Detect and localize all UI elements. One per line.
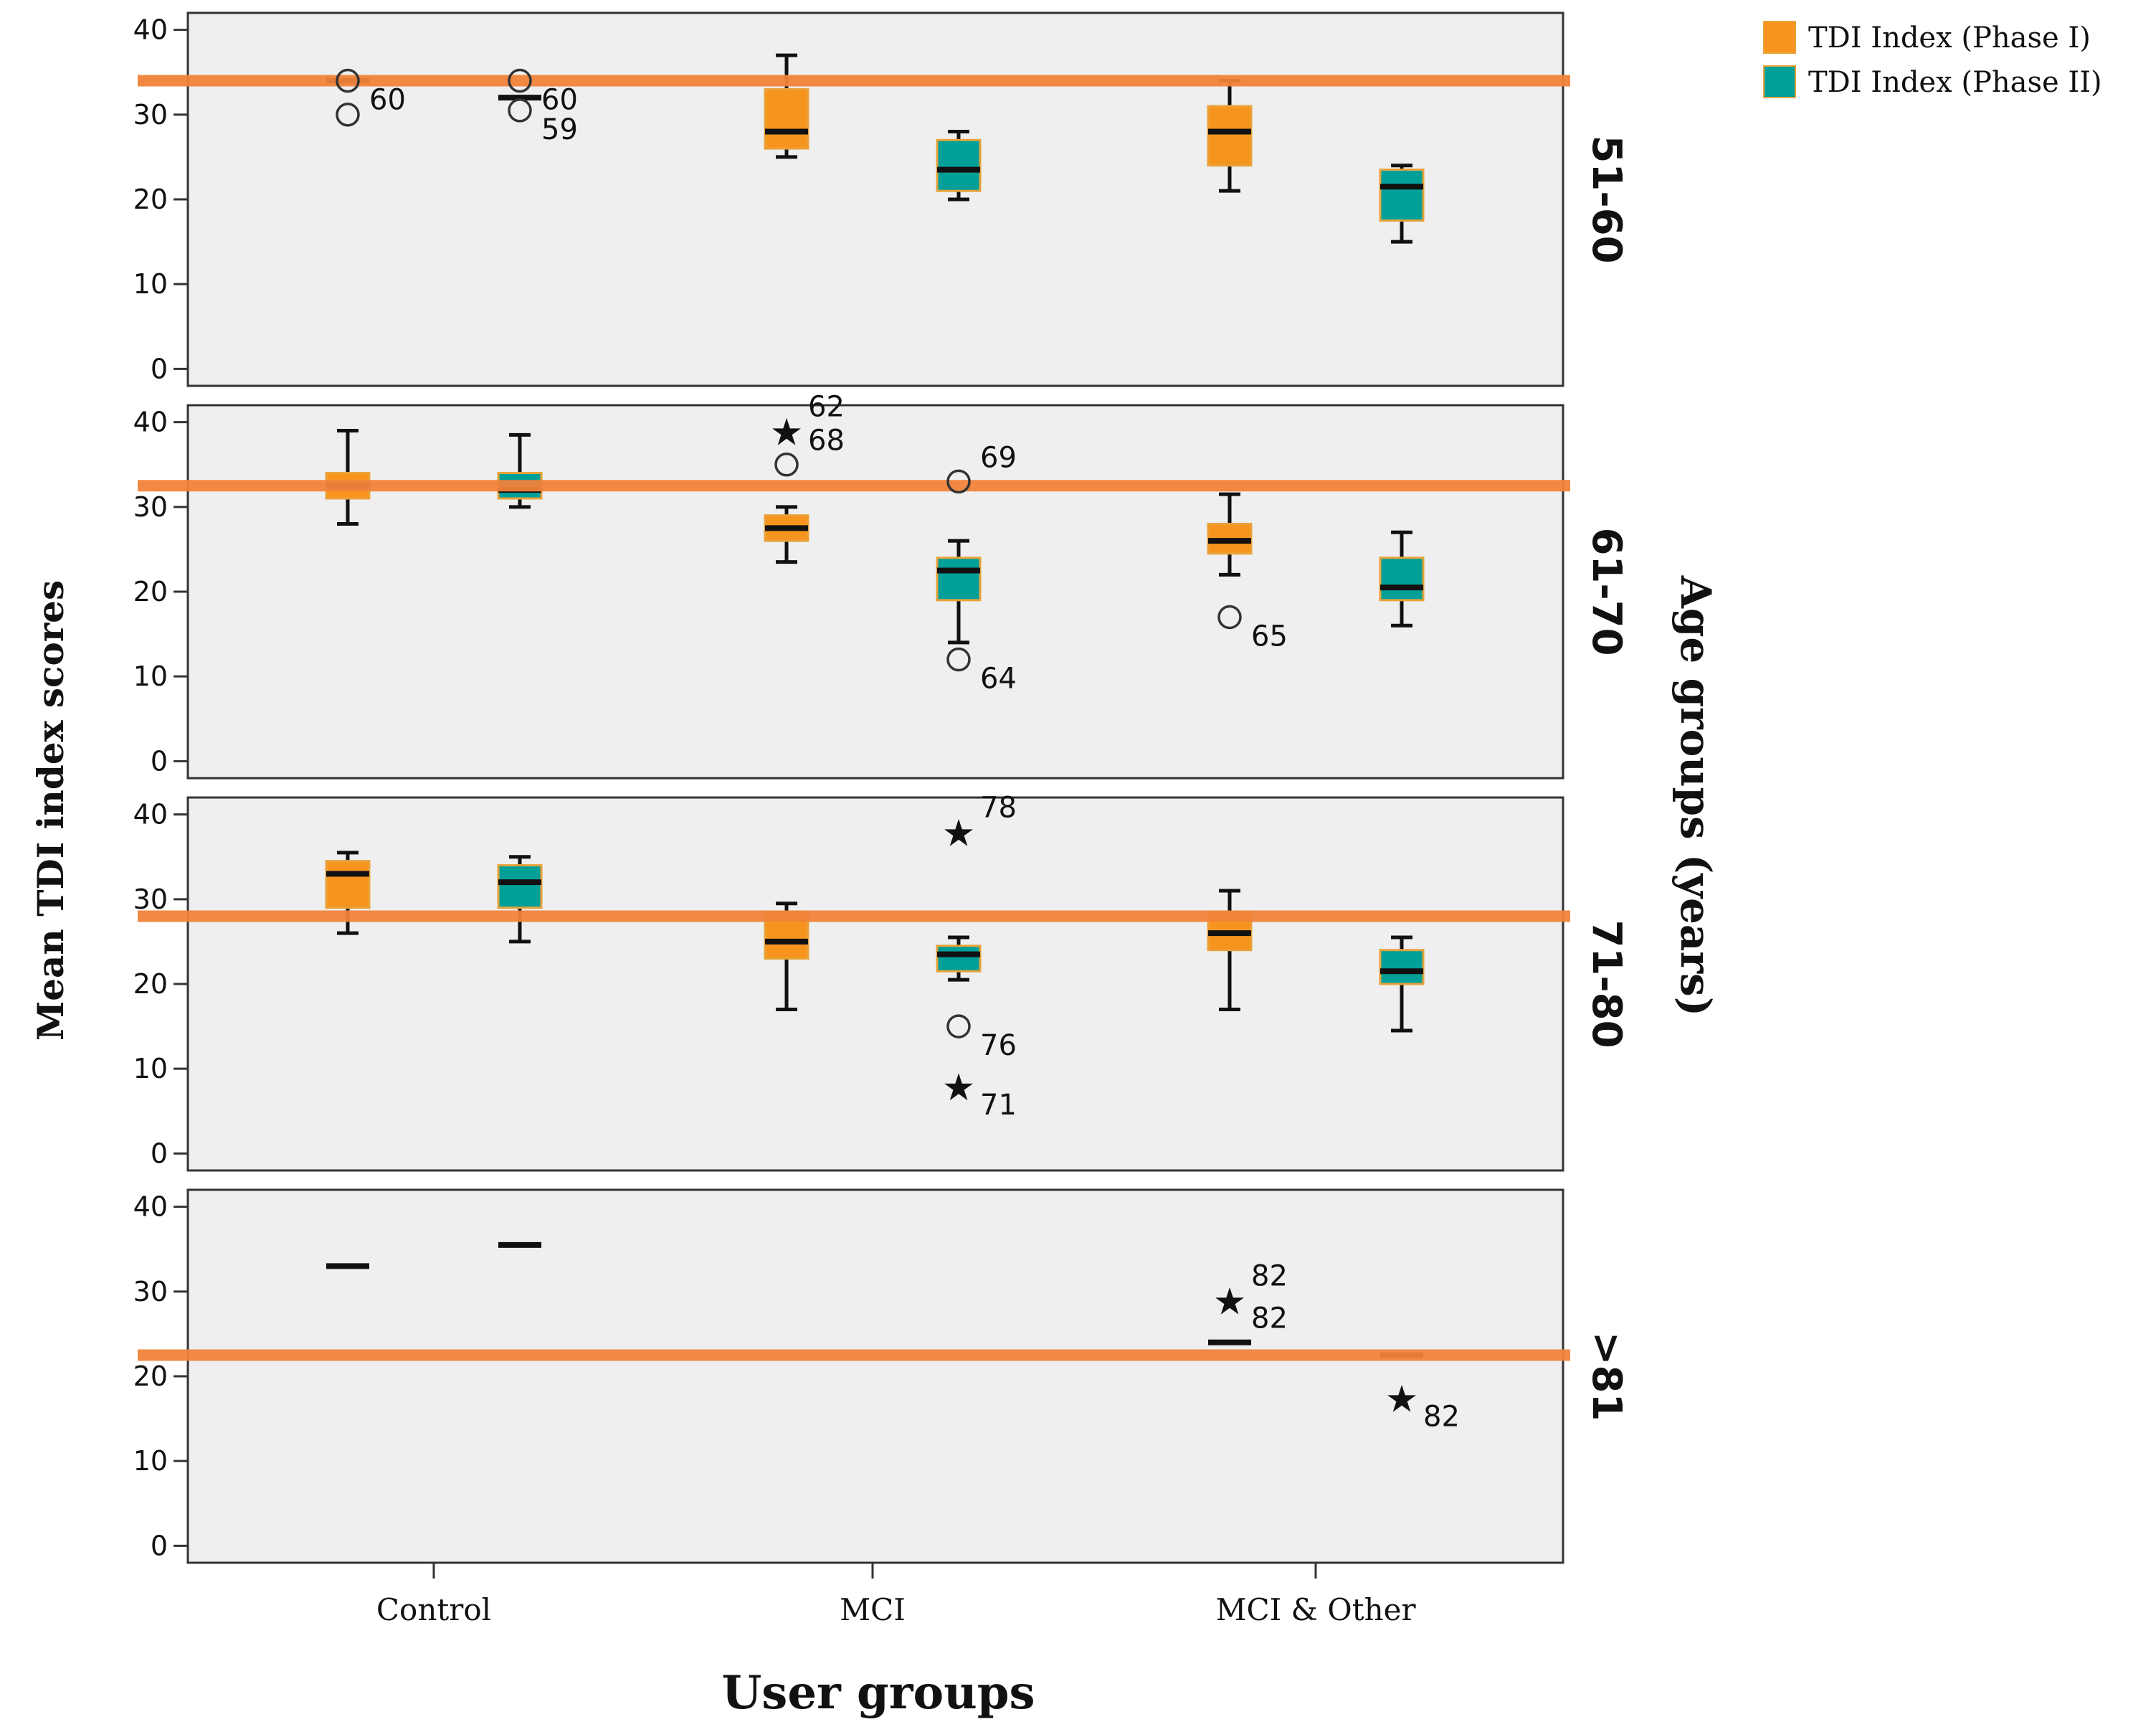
- y-tick-label: 30: [133, 99, 168, 131]
- legend: TDI Index (Phase I) TDI Index (Phase II): [1763, 21, 2102, 99]
- outlier-star: ★: [1213, 1281, 1247, 1324]
- box-body: [1207, 105, 1253, 167]
- outlier-label: 82: [1251, 1302, 1288, 1335]
- outlier-label: 82: [1251, 1260, 1288, 1293]
- y-tick-label: 0: [151, 353, 168, 384]
- box-mci-other-phase-i: [1207, 492, 1253, 577]
- box-body: [325, 860, 371, 909]
- box-body: [497, 864, 543, 909]
- outlier-label: 59: [541, 113, 578, 146]
- y-tick-label: 0: [151, 1530, 168, 1561]
- box-body: [936, 138, 982, 192]
- y-tick-label: 20: [133, 576, 168, 607]
- box-body: [764, 87, 809, 150]
- facet-label: 61-70: [1583, 527, 1630, 656]
- outlier-label: 64: [980, 663, 1017, 696]
- box-mci-other-phase-ii: [1379, 935, 1425, 1033]
- legend-swatch: [1763, 21, 1796, 54]
- outlier-star: ★: [770, 411, 804, 454]
- panel-background: [186, 796, 1564, 1172]
- outlier-label: 60: [369, 84, 406, 117]
- x-tick-label: MCI: [840, 1592, 906, 1627]
- y-tick-label: 10: [133, 268, 168, 300]
- box-mci-phase-ii: [936, 539, 982, 645]
- y-tick-label: 40: [133, 407, 168, 438]
- outlier-label: 82: [1423, 1401, 1460, 1434]
- outlier-label: 71: [980, 1089, 1017, 1122]
- y-axis-title: Mean TDI index scores: [29, 580, 72, 1041]
- box-body: [936, 945, 982, 973]
- legend-label: TDI Index (Phase I): [1808, 22, 2091, 55]
- y-tick-label: 40: [133, 1191, 168, 1223]
- x-axis-title: User groups: [721, 1666, 1035, 1720]
- y-tick-label: 0: [151, 1137, 168, 1169]
- outlier-circle: [336, 68, 360, 93]
- box-control-phase-i: [325, 851, 371, 935]
- outlier-label: 78: [980, 791, 1017, 824]
- box-body: [1379, 169, 1425, 222]
- outlier-circle: [508, 98, 532, 123]
- legend-label: TDI Index (Phase II): [1808, 66, 2102, 99]
- box-mci-phase-i: [764, 53, 809, 159]
- outlier-label: 60: [541, 84, 578, 117]
- y-tick-label: 10: [133, 1445, 168, 1477]
- outlier-label: 69: [980, 441, 1017, 474]
- y-tick-label: 30: [133, 884, 168, 915]
- y-tick-label: 30: [133, 491, 168, 523]
- outlier-label: 76: [980, 1029, 1017, 1062]
- y-tick-label: 30: [133, 1276, 168, 1307]
- outlier-circle: [774, 452, 799, 477]
- box-body: [1379, 949, 1425, 985]
- y-tick-label: 20: [133, 184, 168, 215]
- outlier-star: ★: [942, 812, 976, 855]
- outlier-label: 68: [808, 425, 845, 458]
- legend-swatch: [1763, 65, 1796, 98]
- outlier-label: 62: [808, 390, 845, 423]
- y-tick-label: 10: [133, 661, 168, 692]
- box-body: [1379, 557, 1425, 602]
- outlier-circle: [946, 1014, 971, 1038]
- y-tick-label: 10: [133, 1053, 168, 1084]
- outlier-circle: [946, 469, 971, 494]
- box-mci-phase-ii: [936, 129, 982, 202]
- box-mci-other-phase-ii: [1379, 530, 1425, 628]
- facet-label: 51-60: [1583, 135, 1630, 263]
- y-tick-label: 40: [133, 799, 168, 830]
- box-mci-other-phase-ii: [1379, 164, 1425, 244]
- outlier-circle: [508, 68, 532, 93]
- x-axis: Control MCI MCI & Other: [376, 1563, 1416, 1627]
- y-tick-label: 0: [151, 745, 168, 777]
- y-tick-label: 20: [133, 968, 168, 1000]
- outlier-star: ★: [942, 1066, 976, 1109]
- panel-background: [186, 404, 1564, 780]
- outlier-circle: [336, 103, 360, 127]
- facet-axis-title: Age groups (years): [1671, 575, 1720, 1016]
- y-tick-label: 20: [133, 1360, 168, 1392]
- box-body: [936, 557, 982, 602]
- box-mci-other-phase-i: [1207, 79, 1253, 193]
- outlier-star: ★: [1385, 1378, 1419, 1421]
- panel-background: [186, 11, 1564, 387]
- outlier-circle: [1217, 605, 1242, 630]
- outlier-circle: [946, 647, 971, 672]
- y-tick-label: 40: [133, 14, 168, 46]
- x-tick-label: MCI & Other: [1215, 1592, 1416, 1627]
- box-mci-phase-ii: [936, 935, 982, 982]
- facet-label: 71-80: [1583, 919, 1630, 1048]
- facet-label: >81: [1583, 1332, 1630, 1421]
- x-tick-label: Control: [376, 1592, 491, 1627]
- box-mci-phase-i: [764, 505, 809, 564]
- outlier-label: 65: [1251, 620, 1288, 653]
- panel-background: [186, 1188, 1564, 1564]
